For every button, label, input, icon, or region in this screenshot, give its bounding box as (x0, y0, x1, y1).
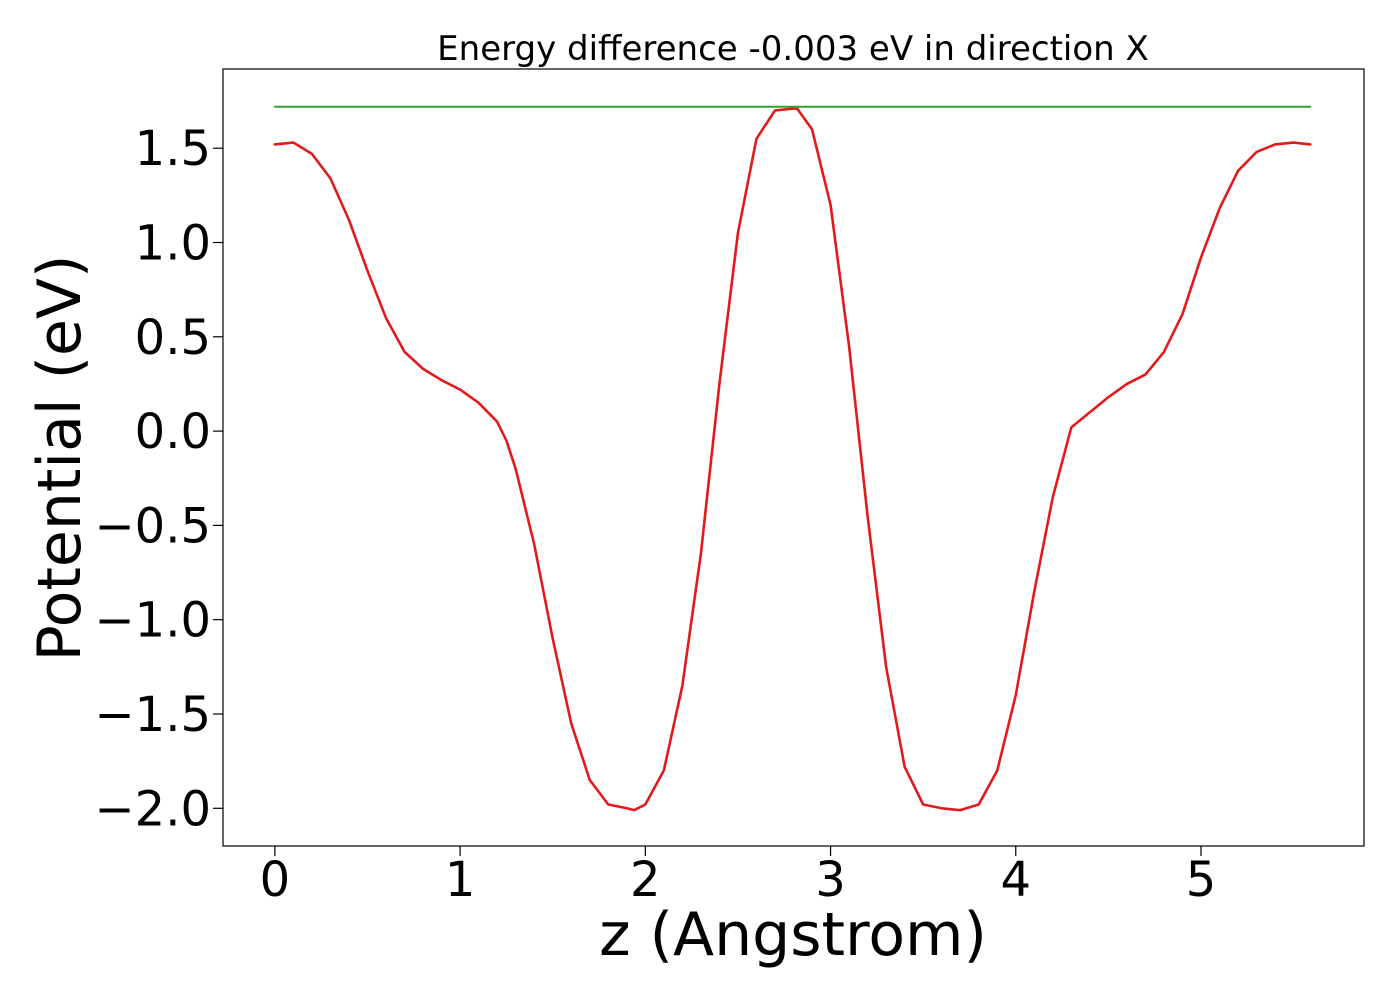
y-tick-label: 1.5 (135, 121, 211, 177)
y-tick-label: −0.5 (94, 498, 211, 554)
y-axis: −2.0 −1.5 −1.0 −0.5 0.0 0.5 1.0 1.5 (94, 121, 223, 837)
x-tick-label: 4 (1000, 852, 1031, 908)
x-tick-label: 1 (445, 852, 476, 908)
x-tick-label: 5 (1186, 852, 1217, 908)
y-tick-label: −2.0 (94, 781, 211, 837)
x-tick-label: 2 (630, 852, 661, 908)
x-axis-label: z (Angstrom) (599, 900, 987, 970)
chart-title: Energy difference -0.003 eV in direction… (437, 29, 1149, 69)
y-tick-label: −1.0 (94, 593, 211, 649)
x-tick-label: 3 (815, 852, 846, 908)
x-tick-label: 0 (260, 852, 291, 908)
y-tick-label: 1.0 (135, 216, 211, 272)
y-tick-label: −1.5 (94, 687, 211, 743)
y-tick-label: 0.5 (135, 310, 211, 366)
y-axis-label: Potential (eV) (25, 255, 95, 662)
plot-frame (222, 68, 1365, 847)
x-axis: 0 1 2 3 4 5 (260, 846, 1217, 908)
series-layer (273, 105, 1312, 812)
y-tick-label: 0.0 (135, 404, 211, 460)
potential-curve-line (273, 107, 1312, 812)
